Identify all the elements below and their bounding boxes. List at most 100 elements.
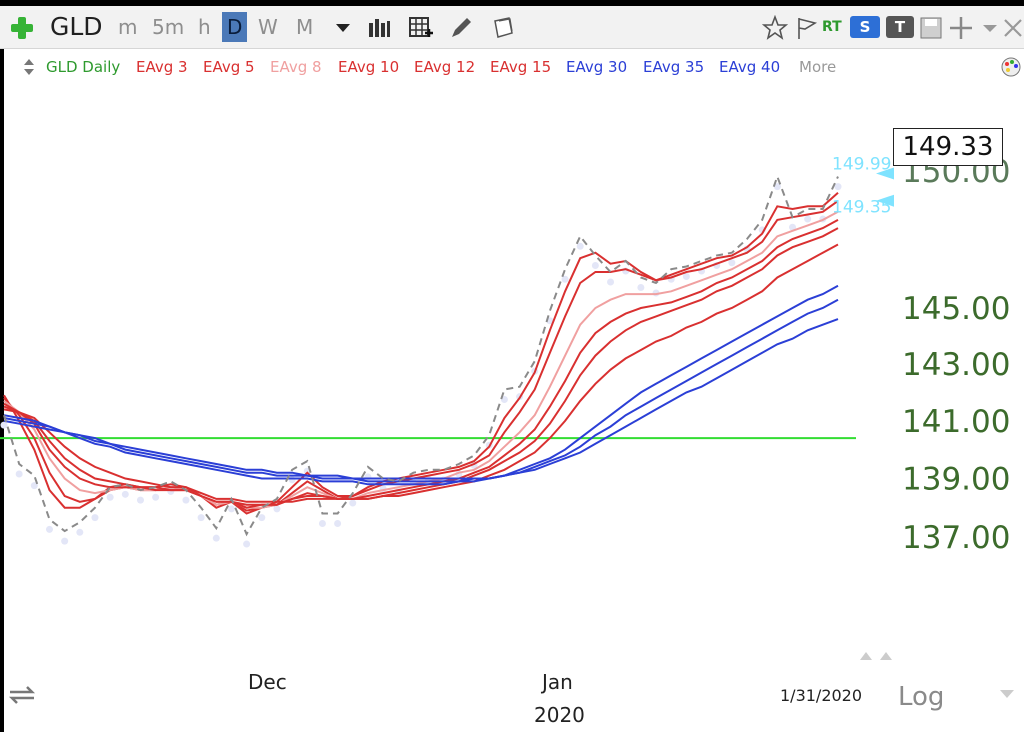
price-dot	[349, 499, 357, 507]
price-dot	[136, 496, 144, 504]
price-dot	[834, 183, 842, 191]
price-dot	[728, 259, 736, 267]
price-dot	[121, 490, 129, 498]
series-line-eavg-40	[3, 318, 839, 480]
legend-item[interactable]: EAvg 5	[203, 58, 255, 76]
x-tick-label: Dec	[248, 670, 287, 694]
save-icon[interactable]	[918, 15, 944, 41]
moving-average-lines	[3, 192, 839, 515]
move-icon[interactable]	[948, 15, 974, 41]
price-dot	[334, 520, 342, 528]
legend-item[interactable]: EAvg 40	[719, 58, 781, 76]
price-dot	[637, 284, 645, 292]
price-dot	[591, 261, 599, 269]
timeframe-hour-button[interactable]: h	[198, 15, 211, 39]
price-dot	[273, 505, 281, 513]
share-button[interactable]: S	[850, 16, 880, 38]
close-icon[interactable]	[1000, 15, 1024, 41]
notes-icon[interactable]	[490, 15, 516, 41]
add-symbol-icon[interactable]	[10, 16, 34, 40]
bar-chart-icon[interactable]	[366, 15, 392, 41]
x-tick-label: Jan	[542, 670, 573, 694]
price-dot	[804, 215, 812, 223]
series-line-eavg-10	[3, 219, 839, 509]
price-dot	[243, 540, 251, 548]
price-dot	[576, 242, 584, 250]
chevron-down-icon[interactable]	[330, 15, 356, 41]
timeframe-5min-button[interactable]: 5m	[152, 15, 185, 39]
last-price-box: 149.33	[893, 128, 1003, 166]
legend-item[interactable]: EAvg 8	[270, 58, 322, 76]
price-dot	[45, 525, 53, 533]
low-marker-arrow	[876, 194, 894, 207]
price-dot	[76, 528, 84, 536]
y-tick-label: 137.00	[902, 520, 1010, 556]
price-dot	[15, 470, 23, 478]
price-dot	[106, 493, 114, 501]
scale-dropdown-icon[interactable]	[998, 688, 1016, 700]
dropdown-arrow-icon[interactable]	[978, 15, 1004, 41]
legend-item[interactable]: EAvg 30	[566, 58, 628, 76]
series-line-eavg-30	[3, 284, 839, 486]
price-markers: 149.99 149.35	[832, 154, 894, 218]
log-scale-toggle[interactable]: Log	[898, 682, 945, 712]
flag-alert-icon[interactable]	[794, 15, 820, 41]
high-marker-arrow	[876, 167, 894, 180]
pencil-draw-icon[interactable]	[448, 15, 474, 41]
series-line-eavg-35	[3, 298, 839, 483]
palette-icon[interactable]	[1000, 56, 1022, 78]
price-dot	[789, 223, 797, 231]
more-link[interactable]: More	[799, 58, 837, 76]
series-line-eavg-15	[3, 243, 839, 503]
price-dot	[212, 534, 220, 542]
price-dot	[61, 537, 69, 545]
scroll-arrows-icon[interactable]	[858, 648, 894, 664]
legend: GLD Daily EAvg 3 EAvg 5 EAvg 8 EAvg 10 E…	[0, 50, 1024, 84]
series-line-eavg-12	[3, 227, 839, 506]
price-line	[3, 173, 839, 537]
legend-item[interactable]: EAvg 35	[643, 58, 705, 76]
indicator-table-icon[interactable]	[408, 15, 434, 41]
legend-item[interactable]: GLD Daily	[46, 58, 121, 76]
price-dot	[227, 505, 235, 513]
low-marker-label: 149.35	[832, 198, 891, 218]
y-tick-label: 145.00	[902, 291, 1010, 327]
series-line-eavg-8	[3, 210, 839, 509]
realtime-label[interactable]: RT	[822, 19, 842, 35]
x-year-label: 2020	[534, 703, 585, 727]
price-dot	[561, 275, 569, 283]
toolbar: GLD m 5m h D W M RT S T	[0, 6, 1024, 49]
price-dot	[773, 183, 781, 191]
favorite-star-icon[interactable]	[762, 15, 788, 41]
legend-toggle-icon[interactable]	[22, 58, 36, 76]
legend-item[interactable]: EAvg 3	[136, 58, 188, 76]
last-date-label: 1/31/2020	[780, 686, 863, 705]
series-line-eavg-5	[3, 200, 839, 512]
y-tick-label: 143.00	[902, 347, 1010, 383]
timeframe-weekly-button[interactable]: W	[258, 15, 278, 39]
high-marker-label: 149.99	[832, 154, 891, 174]
refresh-icon[interactable]	[6, 682, 38, 708]
legend-item[interactable]: EAvg 12	[414, 58, 476, 76]
price-dot	[30, 482, 38, 490]
price-dot	[182, 496, 190, 504]
timeframe-minute-button[interactable]: m	[118, 15, 138, 39]
price-dot	[682, 272, 690, 280]
timeframe-daily-button[interactable]: D	[222, 12, 248, 42]
price-dot	[607, 278, 615, 286]
price-dot	[91, 514, 99, 522]
price-dot	[288, 476, 296, 484]
y-tick-label: 139.00	[902, 462, 1010, 498]
price-dot	[258, 514, 266, 522]
legend-item[interactable]: EAvg 10	[338, 58, 400, 76]
symbol-label[interactable]: GLD	[50, 12, 103, 41]
timeframe-monthly-button[interactable]: M	[296, 15, 314, 39]
trade-button[interactable]: T	[886, 16, 914, 38]
legend-item[interactable]: EAvg 15	[490, 58, 552, 76]
price-dot	[318, 520, 326, 528]
price-dot	[152, 493, 160, 501]
y-tick-label: 141.00	[902, 404, 1010, 440]
price-dot	[197, 514, 205, 522]
